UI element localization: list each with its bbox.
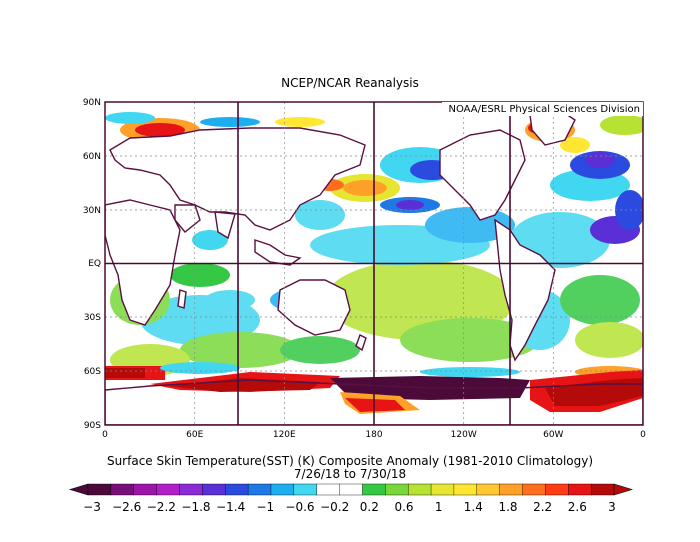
colorbar-swatch [156, 483, 180, 496]
colorbar-swatch [590, 483, 615, 496]
colorbar-swatch [499, 483, 524, 496]
colorbar-swatch [247, 483, 272, 496]
colorbar-swatch [179, 483, 203, 496]
colorbar-swatch [87, 483, 112, 496]
lat-label: 90S [84, 421, 101, 431]
colorbar-swatch [476, 483, 501, 496]
colorbar-label: 2.6 [568, 500, 587, 514]
colorbar-min-arrow [68, 483, 89, 496]
lon-label: 0 [102, 430, 108, 440]
colorbar-label: 3 [608, 500, 616, 514]
colorbar-label: 1.8 [498, 500, 517, 514]
colorbar-label: −0.6 [285, 500, 314, 514]
colorbar-swatch [385, 483, 409, 496]
caption-variable: Surface Skin Temperature(SST) (K) Compos… [106, 454, 594, 468]
lon-label: 120W [451, 430, 477, 440]
lon-label: 0 [640, 430, 646, 440]
region-lines [105, 102, 643, 425]
caption-dates: 7/26/18 to 7/30/18 [293, 467, 407, 481]
colorbar-swatch [293, 483, 318, 496]
colorbar-label: −2.2 [147, 500, 176, 514]
lon-label: 60W [543, 430, 563, 440]
colorbar-max-arrow [613, 483, 634, 496]
lon-label: 180 [365, 430, 382, 440]
credit-box [442, 102, 643, 116]
colorbar-swatch [339, 483, 363, 496]
colorbar-swatch [407, 483, 432, 496]
colorbar-label: −0.2 [320, 500, 349, 514]
colorbar-label: 1 [435, 500, 443, 514]
colorbar-label: −1.4 [216, 500, 245, 514]
lat-label: 30N [83, 206, 101, 216]
colorbar-swatch [430, 483, 455, 496]
colorbar-label: 2.2 [533, 500, 552, 514]
colorbar-swatch [202, 483, 226, 496]
colorbar-swatch [270, 483, 295, 496]
page-title: NCEP/NCAR Reanalysis [281, 76, 419, 90]
colorbar-swatch [225, 483, 249, 496]
colorbar-swatch [133, 483, 158, 496]
colorbar-label: −1 [256, 500, 274, 514]
colorbar [68, 483, 634, 496]
colorbar-swatch [362, 483, 386, 496]
colorbar-label: −1.8 [181, 500, 210, 514]
lat-label: EQ [88, 259, 101, 269]
colorbar-swatch [522, 483, 546, 496]
colorbar-swatch [568, 483, 592, 496]
colorbar-swatch [545, 483, 569, 496]
colorbar-label: 0.6 [394, 500, 413, 514]
colorbar-label: 1.4 [464, 500, 483, 514]
credit-text: NOAA/ESRL Physical Sciences Division [449, 104, 641, 115]
map-frame [104, 101, 644, 426]
colorbar-swatch [453, 483, 478, 496]
lat-label: 60N [83, 152, 101, 162]
lat-label: 30S [84, 313, 101, 323]
colorbar-swatch [110, 483, 135, 496]
colorbar-label: −2.6 [112, 500, 141, 514]
lon-label: 60E [186, 430, 203, 440]
lon-label: 120E [273, 430, 296, 440]
colorbar-swatch [316, 483, 341, 496]
colorbar-label: −3 [83, 500, 101, 514]
lat-label: 60S [84, 367, 101, 377]
lat-label: 90N [83, 98, 101, 108]
colorbar-label: 0.2 [360, 500, 379, 514]
